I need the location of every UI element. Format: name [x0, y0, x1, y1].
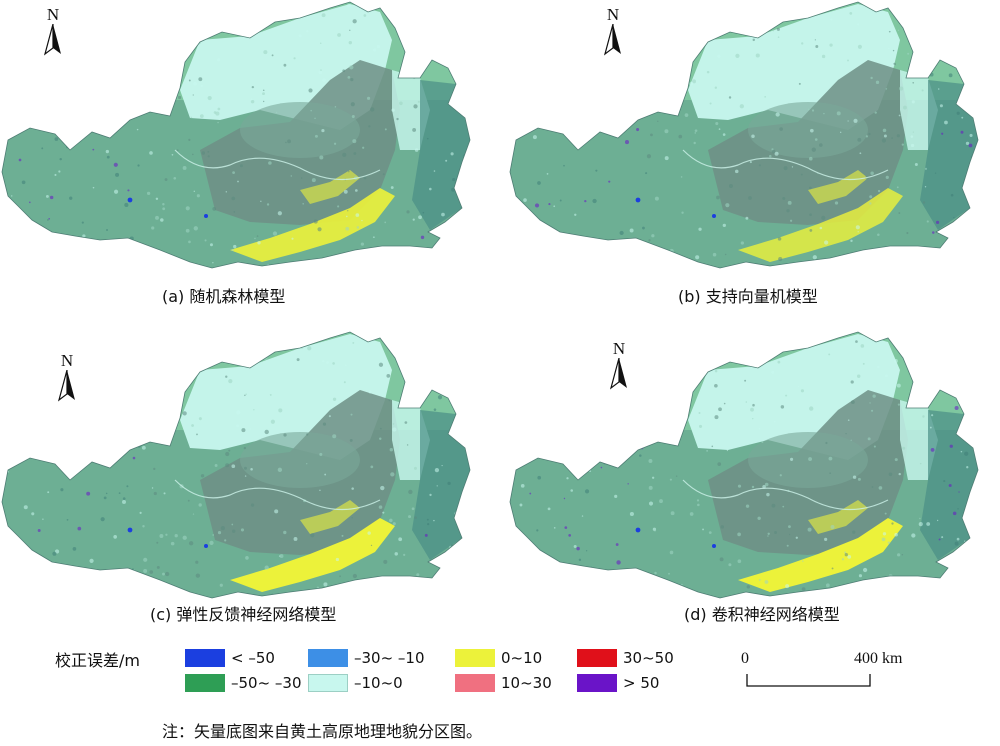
legend-item: 30~50 [577, 647, 674, 669]
panel-caption: (b) 支持向量机模型 [678, 287, 818, 306]
legend-swatch [185, 674, 225, 692]
scale-bar-line [746, 674, 871, 687]
legend-label: –10~0 [354, 674, 403, 692]
legend-swatch [308, 649, 348, 667]
legend-label: –30~ –10 [354, 649, 425, 667]
legend-label: 10~30 [501, 674, 552, 692]
north-arrow-icon [610, 358, 627, 390]
scale-end-label: 400 km [854, 650, 903, 667]
legend-swatch [185, 649, 225, 667]
legend-swatch [577, 649, 617, 667]
map-panel-d: N (d) 卷积神经网络模型 [500, 330, 1000, 650]
error-map-d [509, 331, 979, 599]
error-map-b [509, 1, 979, 269]
error-map-c [1, 331, 471, 599]
scale-bar: 0 400 km [738, 650, 928, 690]
legend-title: 校正误差/m [55, 651, 140, 670]
legend-swatch [455, 674, 495, 692]
north-arrow: N [598, 6, 628, 56]
map-panel-b: N (b) 支持向量机模型 [500, 0, 1000, 320]
legend-swatch [455, 649, 495, 667]
legend-swatch [577, 674, 617, 692]
legend-label: > 50 [623, 674, 660, 692]
north-arrow: N [604, 340, 634, 390]
source-note: 注：矢量底图来自黄土高原地理地貌分区图。 [162, 722, 483, 741]
legend-item: 10~30 [455, 672, 552, 694]
north-arrow-icon [44, 24, 61, 56]
legend-label: < –50 [231, 649, 275, 667]
panel-caption: (c) 弹性反馈神经网络模型 [150, 605, 337, 624]
error-map-a [1, 1, 471, 269]
legend-item: –10~0 [308, 672, 403, 694]
north-arrow: N [38, 6, 68, 56]
map-panel-a: N (a) 随机森林模型 [0, 0, 500, 320]
legend-label: –50~ –30 [231, 674, 302, 692]
legend-item: < –50 [185, 647, 275, 669]
legend-swatch [308, 674, 348, 692]
north-label: N [46, 5, 60, 24]
scale-start-label: 0 [741, 650, 749, 667]
panel-caption: (a) 随机森林模型 [162, 287, 286, 306]
legend-item: > 50 [577, 672, 659, 694]
legend-label: 0~10 [501, 649, 543, 667]
panel-caption: (d) 卷积神经网络模型 [684, 605, 840, 624]
legend-item: –50~ –30 [185, 672, 302, 694]
legend-item: –30~ –10 [308, 647, 425, 669]
north-label: N [612, 339, 626, 358]
north-arrow-icon [604, 24, 621, 56]
north-label: N [606, 5, 620, 24]
legend-label: 30~50 [623, 649, 674, 667]
north-arrow: N [52, 352, 82, 402]
legend-item: 0~10 [455, 647, 542, 669]
north-label: N [60, 351, 74, 370]
north-arrow-icon [58, 370, 75, 402]
map-panel-c: N (c) 弹性反馈神经网络模型 [0, 330, 500, 650]
